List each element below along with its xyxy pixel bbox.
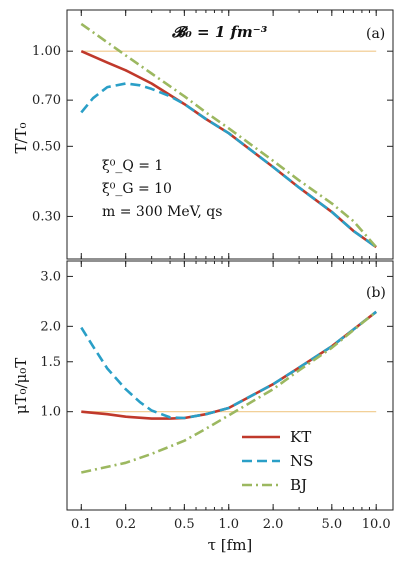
y-tick-label: 1.5 <box>40 355 61 370</box>
panel-a-series <box>80 22 378 249</box>
series-line-ns <box>80 82 377 249</box>
y-tick-label: 0.50 <box>32 139 61 154</box>
x-tick-label: 0.2 <box>115 517 136 532</box>
panel-b-ticks: 1.0 1.5 2.0 3.0 0.1 0.2 0.5 1.0 2.0 5.0 10.0 <box>40 261 393 532</box>
legend-label-kt: KT <box>290 428 311 446</box>
panel-b: 1.0 1.5 2.0 3.0 0.1 0.2 0.5 1.0 2.0 5.0 10.0 (b) μ… <box>12 260 394 554</box>
x-tick-label: 0.5 <box>174 517 195 532</box>
y-tick-label: 0.70 <box>32 93 61 108</box>
y-tick-label: 1.0 <box>40 405 61 420</box>
series-line-bj <box>81 310 378 474</box>
panel-a-header: 𝓑₀ = 1 fm⁻³ <box>171 23 268 41</box>
x-tick-label: 5.0 <box>321 517 342 532</box>
annotation-xi-q: ξ⁰_Q = 1 <box>102 158 163 174</box>
y-tick-label: 3.0 <box>40 269 61 284</box>
legend: KT NS BJ <box>242 428 313 494</box>
panel-b-label: (b) <box>366 285 386 301</box>
panel-b-ylabel: μT₀/μ₀T <box>12 358 30 415</box>
series-line-ns <box>80 310 377 420</box>
y-tick-label: 1.00 <box>32 44 61 59</box>
x-tick-label: 10.0 <box>362 517 391 532</box>
y-tick-label: 2.0 <box>40 319 61 334</box>
annotation-xi-g: ξ⁰_G = 10 <box>102 181 172 197</box>
legend-label-ns: NS <box>290 452 313 470</box>
series-line-kt <box>81 310 377 420</box>
panel-a-frame <box>66 9 394 260</box>
annotation-mass: m = 300 MeV, qs <box>102 204 222 220</box>
x-axis-label: τ [fm] <box>208 536 253 554</box>
panel-b-frame <box>66 260 394 511</box>
series-line-bj <box>80 22 378 248</box>
panel-a-ticks: 0.30 0.50 0.70 1.00 <box>32 10 393 259</box>
panel-b-series <box>80 310 378 474</box>
legend-label-bj: BJ <box>290 476 307 494</box>
panel-a-ylabel: T/T₀ <box>12 122 30 153</box>
panel-a-label: (a) <box>366 26 385 42</box>
y-tick-label: 0.30 <box>32 209 61 224</box>
x-tick-label: 1.0 <box>218 517 239 532</box>
x-tick-label: 2.0 <box>263 517 284 532</box>
x-tick-label: 0.1 <box>71 517 92 532</box>
panel-a: 0.30 0.50 0.70 1.00 𝓑₀ = 1 fm⁻³ (a) T/T₀ ξ⁰… <box>12 9 394 260</box>
